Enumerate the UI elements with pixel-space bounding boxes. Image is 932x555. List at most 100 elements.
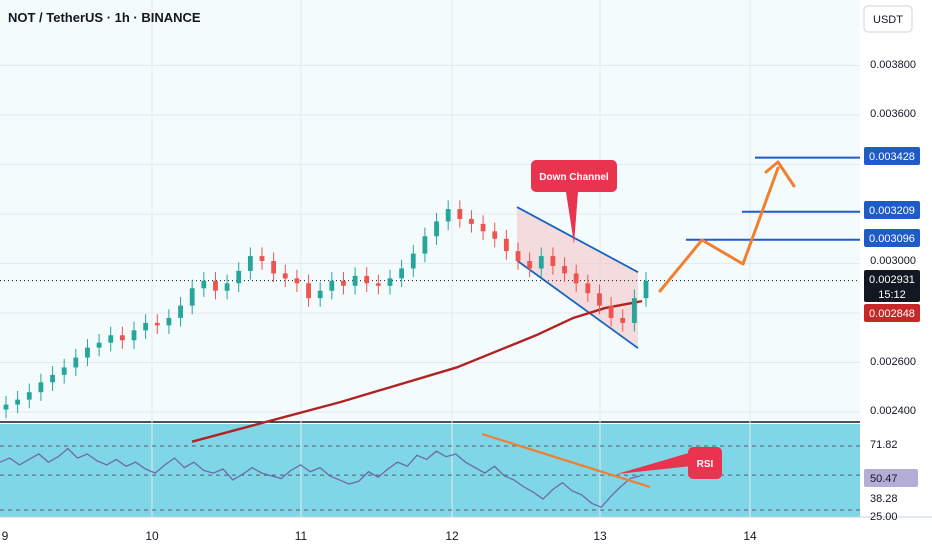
projection-arrow (658, 160, 796, 293)
down-channel-callout: Down Channel (531, 160, 617, 244)
price-tick: 0.003800 (870, 59, 916, 71)
candle-body (271, 261, 277, 274)
candle-body (73, 357, 79, 368)
candle-body (282, 273, 288, 279)
candle-body (85, 347, 90, 358)
candle-body (469, 218, 474, 224)
level-label-bg (864, 147, 920, 165)
level-label-bg (864, 201, 920, 219)
candle-body (189, 288, 195, 306)
price-pane (0, 0, 860, 420)
rsi-current-label-bg (864, 469, 918, 487)
candle-body (457, 209, 463, 219)
candle-body (50, 374, 55, 383)
rsi-trendline (481, 432, 651, 489)
candle-body (585, 283, 591, 294)
price-tick: 0.002400 (870, 405, 916, 417)
channel-upper-line (516, 206, 639, 273)
rsi-label: RSI (697, 459, 714, 470)
candle-body (61, 367, 67, 375)
currency-button-frame[interactable] (863, 5, 913, 33)
rsi-badge (688, 447, 722, 479)
candles (3, 200, 649, 419)
candle-body (643, 280, 649, 299)
candle-body (608, 305, 614, 318)
candle-body (247, 256, 253, 271)
down-channel-label: Down Channel (539, 172, 609, 183)
candle-body (15, 399, 21, 405)
candle-body (597, 293, 602, 306)
time-axis[interactable] (0, 517, 932, 550)
rsi-indicator (0, 432, 860, 511)
price-axis[interactable] (860, 0, 932, 517)
level-label: 0.003096 (869, 233, 915, 245)
candle-body (375, 283, 381, 286)
candle-body (562, 265, 567, 274)
candle-body (259, 256, 265, 262)
channel-lower-line (516, 259, 639, 349)
chart-title: NOT / TetherUS · 1h · BINANCE (8, 10, 201, 25)
currency-label: USDT (873, 14, 903, 26)
candle-body (550, 256, 556, 266)
candle-body (317, 290, 323, 299)
candle-body (410, 253, 416, 269)
projection-arrowhead (764, 160, 796, 188)
current-price-label: 0.002931 (869, 274, 915, 286)
currency-button[interactable]: USDT (863, 5, 913, 33)
countdown-label: 15:12 (878, 289, 906, 301)
date-tick: 11 (295, 529, 308, 543)
candle-body (96, 342, 102, 348)
candle-body (38, 382, 44, 393)
candle-body (26, 392, 32, 400)
candle-body (154, 322, 160, 326)
candle-body (236, 270, 242, 284)
rsi-tick: 25.00 (870, 511, 898, 523)
candle-body (503, 238, 509, 252)
candle-body (108, 335, 114, 343)
rsi-line (0, 447, 641, 509)
candle-body (399, 268, 405, 279)
down-channel-pointer (566, 192, 578, 244)
candle-body (329, 280, 335, 291)
rsi-pointer (617, 452, 692, 474)
ma-price-label: 0.002848 (869, 308, 915, 320)
candle-body (527, 261, 533, 269)
level-label: 0.003209 (869, 205, 915, 217)
price-tick: 0.003000 (870, 255, 916, 267)
ma-price-label-bg (864, 304, 920, 322)
date-tick: 13 (593, 529, 607, 543)
level-label: 0.003428 (869, 151, 915, 163)
date-tick: 14 (743, 529, 757, 543)
ma-line (191, 299, 643, 443)
candle-body (3, 404, 9, 410)
candle-body (178, 305, 183, 318)
rsi-tick: 38.28 (870, 493, 898, 505)
price-tick: 0.002600 (870, 356, 916, 368)
candle-body (480, 223, 486, 232)
candle-body (445, 209, 451, 222)
candle-body (224, 283, 230, 291)
candle-body (131, 330, 137, 341)
projection-path (658, 166, 780, 293)
rsi-callout: RSI (617, 447, 722, 479)
candle-body (119, 335, 125, 341)
candle-body (294, 278, 300, 284)
candle-body (515, 251, 521, 262)
date-tick: 12 (445, 529, 459, 543)
candle-body (213, 280, 218, 291)
level-label-bg (864, 229, 920, 247)
candle-body (166, 317, 172, 326)
down-channel-badge (531, 160, 617, 192)
candle-body (631, 298, 637, 323)
grid (0, 0, 860, 517)
candle-body (422, 236, 428, 254)
moving-average (0, 280, 860, 443)
candle-body (492, 231, 498, 239)
candle-body (364, 275, 370, 284)
rsi-tick: 71.82 (870, 439, 898, 451)
candle-body (352, 275, 358, 286)
rsi-current-label: 50.47 (870, 473, 898, 485)
candle-body (387, 278, 393, 286)
